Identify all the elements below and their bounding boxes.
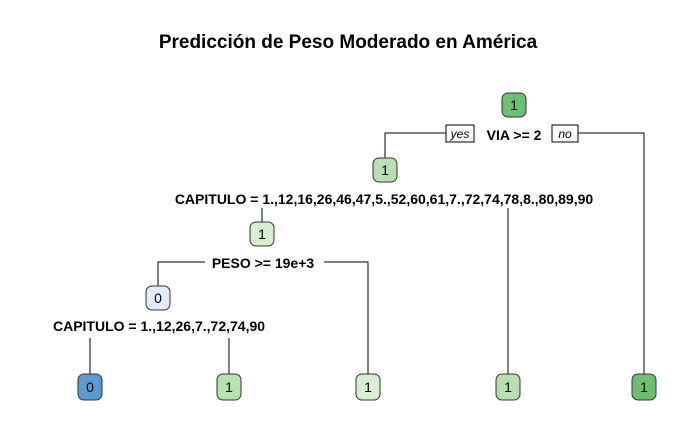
node-root: 1 xyxy=(501,92,527,118)
svg-text:1: 1 xyxy=(504,379,512,395)
svg-text:yes: yes xyxy=(450,127,470,141)
edge-via-no xyxy=(578,132,645,374)
edge-via-yes xyxy=(384,132,446,158)
leaf-node-1c: 1 xyxy=(495,373,521,401)
svg-text:1: 1 xyxy=(364,379,372,395)
svg-text:no: no xyxy=(558,127,572,141)
leaf-node-1d: 1 xyxy=(631,373,657,401)
leaf-node-0: 0 xyxy=(77,373,103,401)
svg-text:1: 1 xyxy=(258,226,266,242)
svg-text:0: 0 xyxy=(154,290,162,306)
svg-text:1: 1 xyxy=(510,97,518,113)
svg-text:1: 1 xyxy=(640,379,648,395)
branch-label-yes: yes xyxy=(445,124,475,143)
node-capitulo-in: 1 xyxy=(249,221,275,247)
node-via-yes: 1 xyxy=(372,157,398,183)
branch-label-no: no xyxy=(551,124,579,143)
chart-title: Predicción de Peso Moderado en América xyxy=(159,32,538,53)
leaf-node-1a: 1 xyxy=(216,373,242,401)
edge-peso-no xyxy=(324,261,369,374)
split-label-peso: PESO >= 19e+3 xyxy=(212,255,315,271)
split-label-via: VIA >= 2 xyxy=(487,127,542,143)
svg-text:1: 1 xyxy=(225,379,233,395)
svg-text:0: 0 xyxy=(86,379,94,395)
tree-edges xyxy=(89,132,645,374)
split-label-capitulo-1: CAPITULO = 1.,12,16,26,46,47,5.,52,60,61… xyxy=(175,191,594,207)
leaf-node-1b: 1 xyxy=(355,373,381,401)
split-label-capitulo-2: CAPITULO = 1.,12,26,7.,72,74,90 xyxy=(53,318,265,334)
svg-text:1: 1 xyxy=(381,162,389,178)
node-peso-yes: 0 xyxy=(145,285,171,311)
edge-peso-yes xyxy=(157,261,205,286)
